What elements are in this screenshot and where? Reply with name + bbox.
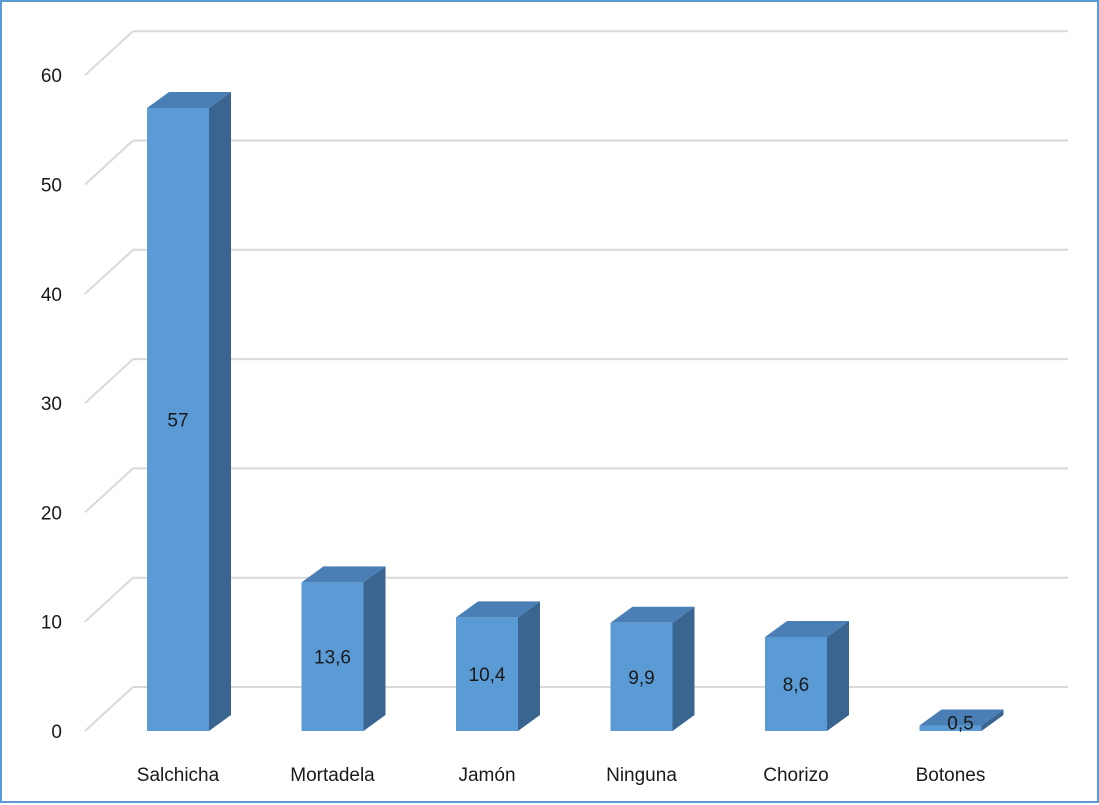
data-label: 10,4: [469, 665, 506, 686]
bar-side: [209, 91, 231, 732]
bar-top: [301, 566, 386, 583]
category-label: Chorizo: [763, 765, 828, 786]
gridline-depth: [84, 686, 134, 732]
bar: [301, 566, 386, 731]
category-label: Botones: [916, 765, 986, 786]
bar-front: [919, 725, 982, 731]
data-label: 0,5: [947, 714, 973, 735]
y-tick-label: 40: [41, 285, 62, 306]
y-tick-label: 0: [51, 722, 62, 743]
gridline-depth: [84, 467, 134, 514]
category-label: Ninguna: [606, 765, 677, 786]
bar-top: [919, 709, 1004, 726]
category-label: Mortadela: [290, 765, 375, 786]
gridline-depth: [84, 358, 134, 404]
y-tick-label: 10: [41, 613, 62, 634]
category-label: Salchicha: [137, 765, 220, 786]
data-label: 8,6: [783, 675, 809, 696]
y-tick-label: 30: [41, 394, 62, 415]
gridline-depth: [84, 30, 134, 76]
bars: [147, 91, 1004, 732]
bar-top: [147, 91, 231, 108]
data-label: 57: [167, 410, 188, 431]
y-tick-label: 60: [41, 66, 62, 87]
y-axis-ticks: 0 10 20 30 40 50 60: [41, 66, 62, 743]
bar: [919, 709, 1004, 731]
y-tick-label: 50: [41, 176, 62, 197]
bar-front: [147, 107, 209, 732]
bar-front: [610, 622, 673, 731]
bar: [147, 91, 231, 732]
bar-side: [518, 601, 540, 731]
data-label: 9,9: [628, 668, 654, 689]
bar: [765, 621, 849, 731]
bar-top: [765, 621, 849, 638]
bar-side: [827, 621, 849, 731]
gridline-depth: [84, 249, 134, 295]
data-labels: 57 13,6 10,4 9,9 8,6 0,5: [167, 410, 973, 734]
gridline-depth: [84, 576, 134, 623]
data-label: 13,6: [314, 648, 351, 669]
category-label: Jamón: [458, 765, 515, 786]
bar: [610, 606, 695, 731]
gridlines: [84, 30, 1068, 732]
bar-front: [456, 617, 518, 731]
gridline-depth: [84, 139, 134, 186]
y-tick-label: 20: [41, 503, 62, 524]
bar-side: [981, 709, 1004, 731]
bar-top: [610, 606, 695, 623]
bar-side: [363, 566, 386, 731]
bar-side: [672, 606, 695, 731]
bar-front: [301, 582, 364, 731]
bar-front: [765, 637, 827, 731]
bar-top: [456, 601, 540, 618]
category-labels: Salchicha Mortadela Jamón Ninguna Chorizo Bot…: [137, 765, 986, 786]
bar: [456, 601, 540, 731]
